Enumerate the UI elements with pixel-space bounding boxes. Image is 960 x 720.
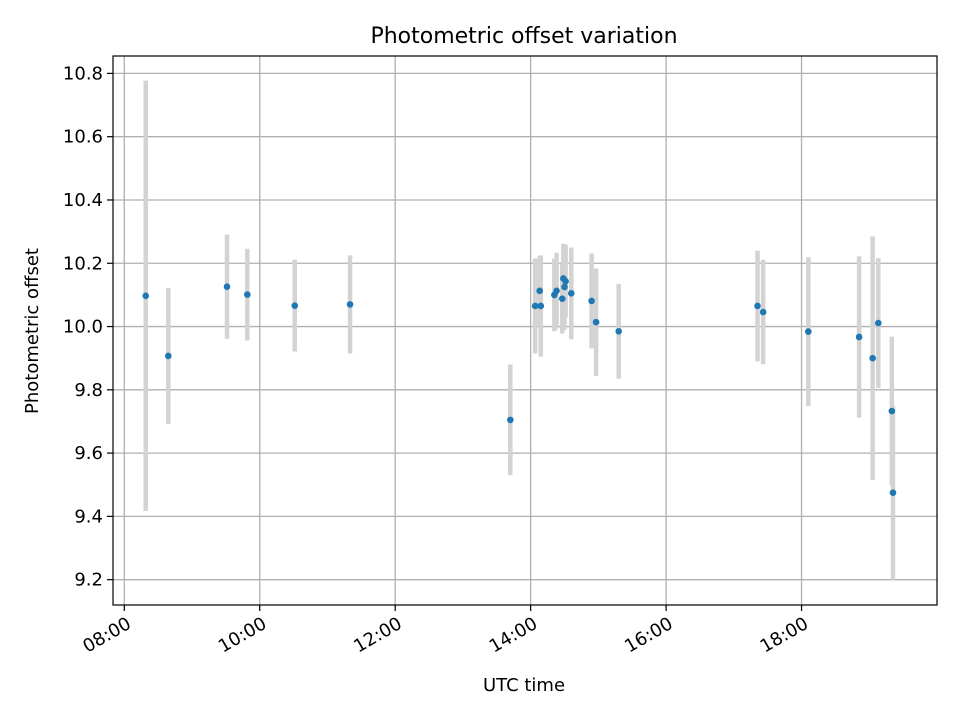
y-tick-label: 10.2: [63, 253, 103, 274]
data-point: [615, 327, 622, 335]
data-point: [592, 318, 600, 326]
data-point: [888, 407, 896, 415]
y-tick-label: 10.4: [63, 190, 103, 211]
y-tick-label: 9.8: [74, 380, 103, 401]
y-tick-label: 9.4: [74, 506, 103, 527]
data-point: [142, 292, 150, 300]
chart-title: Photometric offset variation: [370, 24, 677, 49]
y-tick-label: 9.2: [74, 570, 103, 591]
data-point: [537, 302, 545, 310]
data-point: [291, 302, 299, 309]
y-tick-label: 10.6: [63, 127, 103, 148]
data-point: [346, 301, 354, 308]
data-point: [165, 352, 172, 360]
data-point: [223, 283, 231, 290]
y-axis: 9.2 9.4 9.6 9.8 10.0 10.2 10.4 10.6 10.8: [63, 63, 113, 591]
data-point: [558, 295, 566, 302]
grid: [113, 56, 937, 605]
data-point: [567, 290, 575, 297]
data-point: [536, 287, 543, 295]
data-point: [875, 319, 882, 327]
y-tick-label: 9.6: [74, 443, 103, 464]
data-point: [805, 328, 812, 335]
data-point: [754, 302, 761, 310]
data-point: [588, 297, 595, 305]
data-point: [531, 302, 539, 310]
data-point: [553, 287, 560, 295]
y-tick-label: 10.0: [63, 317, 103, 338]
data-point: [889, 489, 897, 496]
plot-frame: [112, 55, 938, 606]
data-point: [507, 416, 514, 424]
data-point: [561, 283, 568, 291]
y-axis-label: Photometric offset: [22, 248, 43, 414]
data-point: [244, 291, 251, 298]
data-point: [869, 354, 876, 362]
data-point: [562, 277, 569, 285]
data-point: [855, 333, 863, 341]
y-tick-label: 10.8: [63, 63, 103, 84]
x-axis-label: UTC time: [483, 675, 565, 696]
data-points: [142, 275, 897, 496]
data-point: [759, 308, 767, 316]
